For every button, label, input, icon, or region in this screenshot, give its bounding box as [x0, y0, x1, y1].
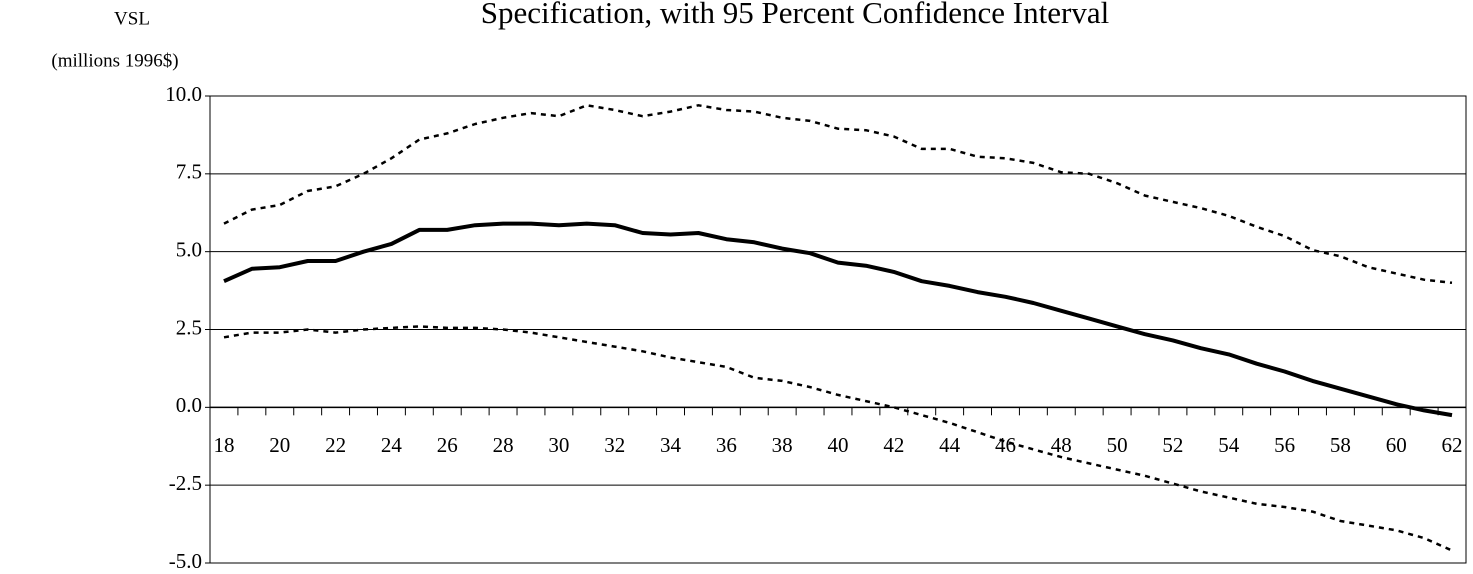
x-tick-label: 42 [883, 433, 904, 457]
x-tick-label: 50 [1107, 433, 1128, 457]
x-tick-label: 28 [493, 433, 514, 457]
x-tick-label: 40 [828, 433, 849, 457]
x-tick-label: 30 [548, 433, 569, 457]
x-tick-label: 34 [660, 433, 682, 457]
y-axis-label: VSL [114, 8, 150, 29]
series-line [223, 221, 1453, 418]
series-line [223, 325, 1453, 552]
y-tick-label: -2.5 [169, 471, 202, 495]
y-tick-label: 2.5 [176, 315, 202, 339]
y-tick-label: 5.0 [176, 237, 202, 261]
y-axis-unit: (millions 1996$) [51, 50, 178, 71]
x-tick-label: 44 [939, 433, 961, 457]
x-tick-label: 60 [1386, 433, 1407, 457]
y-tick-label: 7.5 [176, 160, 202, 184]
x-tick-label: 36 [716, 433, 737, 457]
x-tick-label: 48 [1051, 433, 1072, 457]
y-tick-label: 10.0 [165, 82, 202, 106]
x-tick-label: 38 [772, 433, 793, 457]
x-tick-label: 54 [1218, 433, 1240, 457]
x-tick-label: 18 [213, 433, 234, 457]
x-tick-label: 22 [325, 433, 346, 457]
x-tick-label: 46 [995, 433, 1016, 457]
series-line [223, 104, 1453, 285]
y-tick-label: -5.0 [169, 549, 202, 573]
plot-border [209, 95, 1467, 564]
y-tick-label: 0.0 [176, 393, 202, 417]
x-tick-label: 52 [1162, 433, 1183, 457]
x-tick-label: 58 [1330, 433, 1351, 457]
x-tick-label: 20 [269, 433, 290, 457]
chart-title: Specification, with 95 Percent Confidenc… [481, 0, 1109, 30]
x-tick-label: 26 [437, 433, 458, 457]
x-tick-label: 24 [381, 433, 403, 457]
x-tick-label: 32 [604, 433, 625, 457]
x-tick-label: 62 [1442, 433, 1463, 457]
x-tick-label: 56 [1274, 433, 1295, 457]
